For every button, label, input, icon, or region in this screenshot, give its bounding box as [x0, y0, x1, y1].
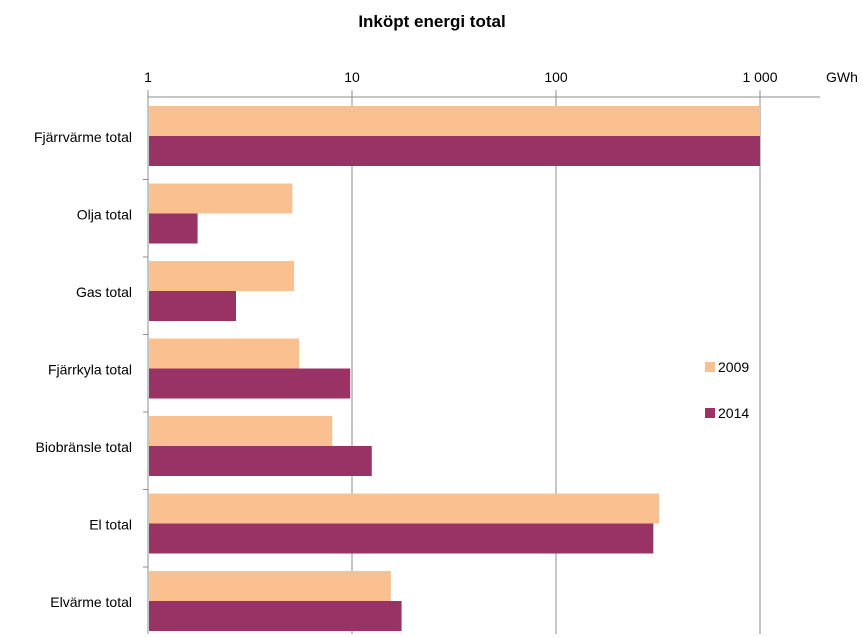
category-label: Olja total: [77, 206, 132, 222]
bar-2009: [149, 416, 333, 446]
bar-2009: [149, 571, 391, 601]
x-axis-unit: GWh: [826, 69, 858, 85]
bar-2014: [149, 523, 654, 554]
x-tick-label: 100: [544, 69, 568, 85]
legend-label-2009: 2009: [718, 359, 749, 375]
x-tick-label: 1 000: [742, 69, 777, 85]
category-label: Gas total: [76, 284, 132, 300]
bar-2009: [149, 493, 660, 524]
bar-2009: [149, 261, 295, 291]
axes: [147, 90, 820, 634]
x-tick-label: 1: [144, 69, 152, 85]
category-labels: Fjärrvärme total Olja total Gas total Fjärr…: [34, 129, 132, 610]
bars: [149, 106, 760, 631]
bar-2009: [149, 106, 760, 136]
category-label: Fjärrkyla total: [48, 361, 132, 377]
legend-swatch-2014: [705, 408, 715, 418]
chart-title: Inköpt energi total: [358, 12, 505, 31]
x-tick-label: 10: [344, 69, 360, 85]
legend: 2009 2014: [705, 359, 749, 421]
legend-label-2014: 2014: [718, 405, 749, 421]
bar-2014: [149, 368, 351, 399]
bar-2014: [149, 291, 236, 321]
category-label: Fjärrvärme total: [34, 129, 132, 145]
category-label: Elvärme total: [50, 594, 132, 610]
legend-swatch-2009: [705, 362, 715, 372]
category-label: Biobränsle total: [35, 439, 132, 455]
bar-2009: [149, 183, 293, 214]
bar-2014: [149, 213, 198, 244]
bar-2014: [149, 136, 760, 166]
x-tick-labels: 1 10 100 1 000: [144, 69, 778, 85]
bar-2014: [149, 446, 372, 476]
bar-2009: [149, 338, 300, 369]
bar-2014: [149, 601, 402, 631]
category-label: El total: [89, 516, 132, 532]
